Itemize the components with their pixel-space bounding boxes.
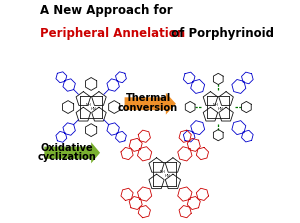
Text: of Porphyrinoid: of Porphyrinoid bbox=[167, 27, 274, 40]
Text: NH: NH bbox=[86, 103, 92, 107]
Text: Thermal: Thermal bbox=[125, 93, 171, 103]
Text: cyclization: cyclization bbox=[37, 152, 96, 162]
Polygon shape bbox=[124, 93, 176, 115]
Text: conversion: conversion bbox=[118, 103, 178, 113]
Text: NH: NH bbox=[159, 170, 165, 174]
Text: NH: NH bbox=[213, 103, 219, 107]
Text: A New Approach for: A New Approach for bbox=[40, 4, 172, 17]
Polygon shape bbox=[44, 142, 100, 163]
Text: HN: HN bbox=[91, 107, 96, 111]
Text: Peripheral Annelation: Peripheral Annelation bbox=[40, 27, 185, 40]
Text: HN: HN bbox=[218, 107, 224, 111]
Text: HN: HN bbox=[164, 174, 170, 178]
Text: Oxidative: Oxidative bbox=[40, 143, 93, 153]
